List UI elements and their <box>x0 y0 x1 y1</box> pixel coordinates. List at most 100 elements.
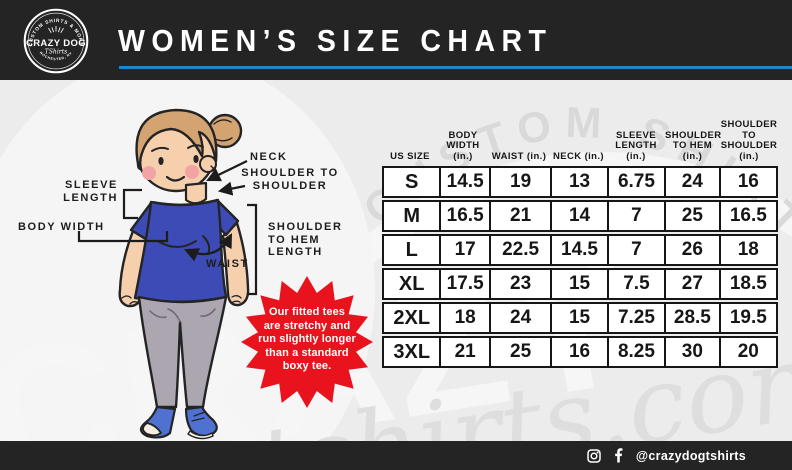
fitted-tee-callout: Our fitted tees are stretchy and run sli… <box>258 306 356 373</box>
tshirt <box>133 198 228 303</box>
value-cell: 13 <box>550 168 606 196</box>
measurement-annotations <box>77 160 258 296</box>
eyebrows <box>151 144 204 152</box>
size-cell: 3XL <box>393 340 431 363</box>
table-row: S 14.5 19 13 6.75 24 16 <box>382 166 778 198</box>
shoulder-to-hem-bracket <box>247 203 258 296</box>
col-header-shoulder-to-shoulder: SHOULDER TO SHOULDER (in.) <box>720 119 778 162</box>
table-row: XL 17.5 23 15 7.5 27 18.5 <box>382 268 778 300</box>
col-header-neck: NECK (in.) <box>553 150 604 162</box>
value-cell: 6.75 <box>606 168 664 196</box>
collar-line <box>152 199 218 206</box>
size-cell: M <box>403 204 421 227</box>
body-width-bracket <box>77 231 169 243</box>
size-cell: XL <box>398 272 425 295</box>
table-row: L 17 22.5 14.5 7 26 18 <box>382 234 778 266</box>
right-eye <box>193 155 199 163</box>
right-shoe-sole <box>187 430 214 440</box>
neck-arrow <box>206 160 248 182</box>
value-cell: 24 <box>664 168 718 196</box>
value-cell: 14 <box>550 202 606 230</box>
value-cell: 21 <box>439 338 489 366</box>
neck <box>184 181 208 205</box>
value-cell: 16 <box>718 168 776 196</box>
value-cell: 7 <box>606 202 664 230</box>
value-cell: 17 <box>439 236 489 264</box>
value-cell: 15 <box>550 304 606 332</box>
facebook-icon[interactable] <box>614 448 623 463</box>
shoulder-to-shoulder-arrow <box>217 181 246 196</box>
social-handle[interactable]: @crazydogtshirts <box>635 448 746 463</box>
value-cell: 18.5 <box>718 270 776 298</box>
value-cell: 30 <box>664 338 718 366</box>
value-cell: 26 <box>664 236 718 264</box>
value-cell: 18 <box>718 236 776 264</box>
value-cell: 19 <box>488 168 550 196</box>
size-table-header: US SIZE BODY WIDTH (in.) WAIST (in.) NECK … <box>382 119 778 162</box>
left-shoe-toe <box>142 422 162 437</box>
value-cell: 16.5 <box>718 202 776 230</box>
right-blush <box>185 165 199 179</box>
smile <box>165 175 186 182</box>
value-cell: 23 <box>488 270 550 298</box>
col-header-body-width: BODY WIDTH (in.) <box>446 129 480 162</box>
sleeve-length-bracket <box>122 188 142 220</box>
value-cell: 7.5 <box>606 270 664 298</box>
hair <box>135 108 218 171</box>
value-cell: 21 <box>488 202 550 230</box>
value-cell: 7.25 <box>606 304 664 332</box>
value-cell: 14.5 <box>550 236 606 264</box>
col-header-us-size: US SIZE <box>390 150 430 162</box>
logo-rays <box>48 26 64 34</box>
table-row: 2XL 18 24 15 7.25 28.5 19.5 <box>382 302 778 334</box>
crazy-dog-logo: CUSTOM SHIRTS & MORE CRAZY DOG TShirts R… <box>23 8 89 74</box>
instagram-icon[interactable] <box>587 448 601 463</box>
shoe-laces <box>191 411 206 422</box>
label-shoulder-to-hem: SHOULDER TO HEM LENGTH <box>268 221 343 258</box>
waist-arrow <box>184 233 233 262</box>
page-title: WOMEN’S SIZE CHART <box>118 23 553 58</box>
value-cell: 27 <box>664 270 718 298</box>
title-underline <box>119 66 792 69</box>
left-blush <box>142 166 156 180</box>
value-cell: 8.25 <box>606 338 664 366</box>
header-bar: CUSTOM SHIRTS & MORE CRAZY DOG TShirts R… <box>0 0 792 80</box>
label-neck: NECK <box>250 151 288 163</box>
value-cell: 18 <box>439 304 489 332</box>
table-row: M 16.5 21 14 7 25 16.5 <box>382 200 778 232</box>
value-cell: 17.5 <box>439 270 489 298</box>
value-cell: 14.5 <box>439 168 489 196</box>
value-cell: 16.5 <box>439 202 489 230</box>
size-cell: S <box>405 170 419 193</box>
callout-starburst <box>241 276 373 408</box>
pants <box>137 295 228 409</box>
table-row: 3XL 21 25 16 8.25 30 20 <box>382 336 778 368</box>
col-header-waist: WAIST (in.) <box>491 150 547 162</box>
label-sleeve-length: SLEEVE LENGTH <box>63 179 118 204</box>
pants-details <box>149 308 216 323</box>
watermark-swoosh-ring <box>240 152 792 441</box>
col-header-sleeve-length: SLEEVE LENGTH (in.) <box>615 129 657 162</box>
value-cell: 15 <box>550 270 606 298</box>
value-cell: 25 <box>488 338 550 366</box>
value-cell: 24 <box>488 304 550 332</box>
label-body-width: BODY WIDTH <box>18 221 105 233</box>
logo-sub: TShirts <box>45 49 68 56</box>
value-cell: 19.5 <box>718 304 776 332</box>
ear <box>199 155 217 173</box>
logo-name: CRAZY DOG <box>26 38 86 49</box>
value-cell: 20 <box>718 338 776 366</box>
size-cell: 2XL <box>393 306 431 329</box>
size-cell: L <box>405 238 418 261</box>
col-header-shoulder-to-hem: SHOULDER TO HEM (in.) <box>665 129 722 162</box>
size-table: US SIZE BODY WIDTH (in.) WAIST (in.) NECK … <box>382 119 778 370</box>
value-cell: 25 <box>664 202 718 230</box>
footer-bar: @crazydogtshirts <box>0 441 792 470</box>
value-cell: 16 <box>550 338 606 366</box>
value-cell: 7 <box>606 236 664 264</box>
label-waist: WAIST <box>206 258 249 270</box>
value-cell: 28.5 <box>664 304 718 332</box>
label-shoulder-to-shoulder: SHOULDER TO SHOULDER <box>241 167 339 192</box>
left-eye <box>158 157 164 165</box>
